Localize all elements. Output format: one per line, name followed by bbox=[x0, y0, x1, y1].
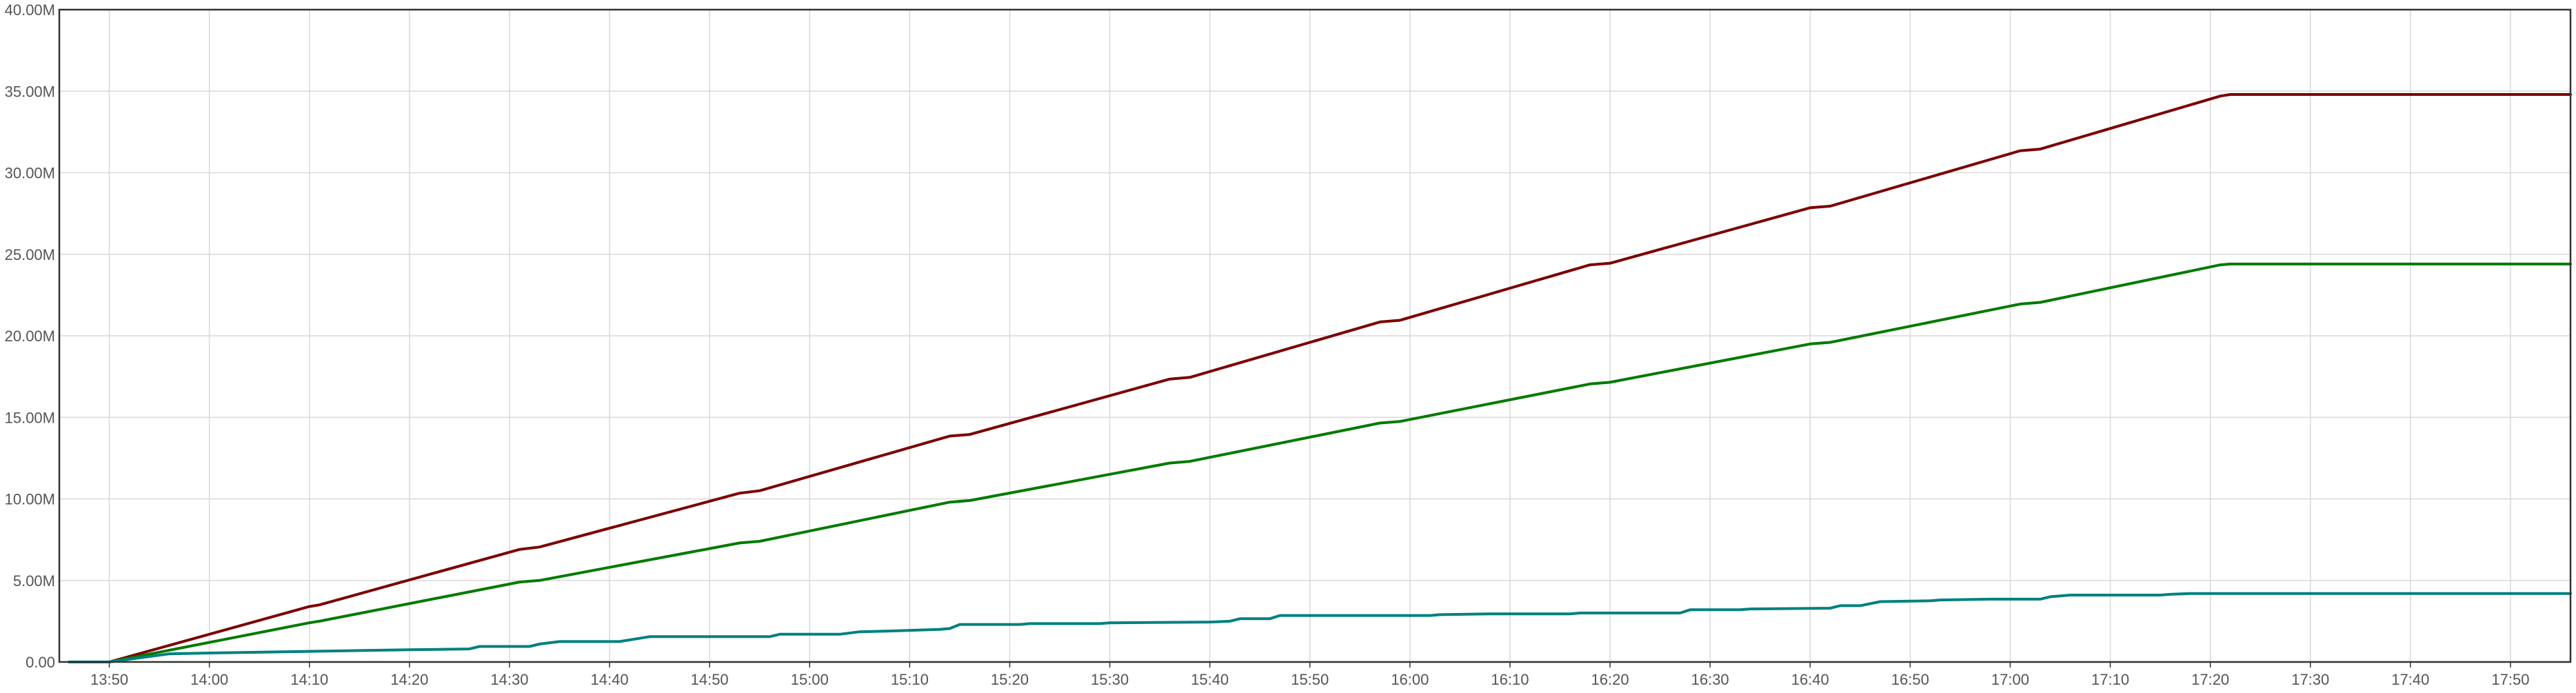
x-tick-label: 15:30 bbox=[1091, 671, 1129, 688]
series-line-2 bbox=[68, 262, 2572, 663]
x-tick-label: 15:50 bbox=[1291, 671, 1329, 688]
x-tick-label: 17:30 bbox=[2291, 671, 2329, 688]
x-tick-label: 14:40 bbox=[591, 671, 629, 688]
x-tick-label: 17:20 bbox=[2191, 671, 2229, 688]
y-tick-label: 40.00M bbox=[5, 1, 55, 19]
x-tick-label: 17:00 bbox=[1991, 671, 2029, 688]
x-tick-label: 17:40 bbox=[2391, 671, 2429, 688]
x-tick-label: 14:50 bbox=[691, 671, 729, 688]
x-tick-label: 14:30 bbox=[490, 671, 528, 688]
x-axis-tick-labels: 13:50 14:00 14:10 14:20 14:30 14:40 14:50 15:00… bbox=[90, 671, 2529, 688]
y-tick-label: 0.00 bbox=[26, 654, 55, 671]
x-tick-label: 16:40 bbox=[1791, 671, 1829, 688]
x-tick-label: 15:20 bbox=[991, 671, 1029, 688]
y-tick-label: 35.00M bbox=[5, 83, 55, 100]
y-tick-label: 25.00M bbox=[5, 246, 55, 263]
x-tick-label: 17:10 bbox=[2091, 671, 2129, 688]
x-tick-label: 13:50 bbox=[90, 671, 128, 688]
grid-layer bbox=[59, 10, 2570, 667]
y-tick-label: 15.00M bbox=[5, 409, 55, 426]
x-tick-label: 15:00 bbox=[791, 671, 829, 688]
series-line-1 bbox=[68, 93, 2572, 663]
x-tick-label: 16:10 bbox=[1491, 671, 1529, 688]
x-tick-label: 16:20 bbox=[1591, 671, 1629, 688]
x-tick-label: 15:40 bbox=[1191, 671, 1229, 688]
series-line-3 bbox=[68, 592, 2572, 663]
y-tick-label: 20.00M bbox=[5, 328, 55, 345]
y-tick-label: 10.00M bbox=[5, 491, 55, 508]
x-tick-label: 14:00 bbox=[190, 671, 228, 688]
y-tick-label: 30.00M bbox=[5, 165, 55, 182]
x-tick-label: 16:00 bbox=[1391, 671, 1429, 688]
x-tick-label: 15:10 bbox=[891, 671, 929, 688]
x-tick-label: 16:50 bbox=[1891, 671, 1929, 688]
x-tick-label: 14:20 bbox=[390, 671, 428, 688]
plot-frame bbox=[58, 8, 2572, 663]
x-tick-label: 17:50 bbox=[2491, 671, 2529, 688]
y-axis-tick-labels: 0.00 5.00M 10.00M 15.00M 20.00M 25.00M 30.00M 3… bbox=[5, 1, 55, 671]
x-tick-label: 14:10 bbox=[290, 671, 328, 688]
y-tick-label: 5.00M bbox=[13, 572, 55, 590]
series-layer bbox=[68, 93, 2572, 663]
x-tick-label: 16:30 bbox=[1691, 671, 1729, 688]
